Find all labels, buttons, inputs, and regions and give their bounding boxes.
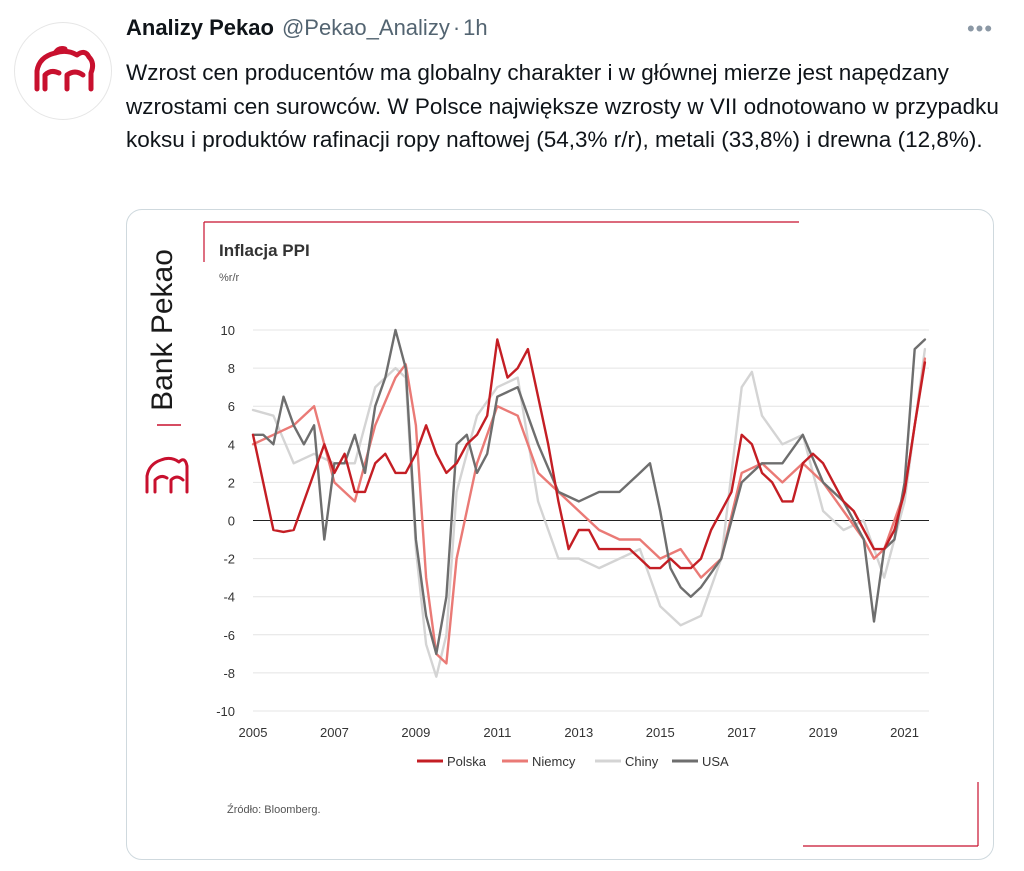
x-tick-label: 2013 — [564, 725, 593, 740]
x-tick-label: 2019 — [809, 725, 838, 740]
y-tick-label: 2 — [228, 475, 235, 490]
legend-label: USA — [702, 754, 729, 769]
series-line-niemcy — [251, 357, 927, 665]
y-tick-label: 4 — [228, 437, 235, 452]
y-tick-label: -10 — [216, 704, 235, 719]
bank-pekao-brand: Bank Pekao — [145, 249, 189, 494]
x-tick-label: 2005 — [239, 725, 268, 740]
series-line-polska — [251, 338, 927, 570]
author-name[interactable]: Analizy Pekao — [126, 15, 274, 40]
y-tick-label: -4 — [223, 590, 235, 605]
x-tick-labels: 2005 2007 2009 2011 2013 2015 2017 2019 2021 — [239, 725, 919, 740]
x-tick-label: 2021 — [890, 725, 919, 740]
legend-item-polska: Polska — [417, 754, 487, 769]
series-line-chiny — [251, 347, 927, 678]
series-lines — [251, 328, 927, 678]
y-tick-label: 10 — [221, 323, 235, 338]
y-tick-label: 0 — [228, 514, 235, 529]
legend-item-usa: USA — [672, 754, 729, 769]
y-tick-label: -8 — [223, 666, 235, 681]
y-tick-label: -2 — [223, 552, 235, 567]
legend-label: Polska — [447, 754, 487, 769]
ppi-chart: Bank Pekao Inflacja PPI %r/r 10 8 6 4 2 0 -2 -4… — [145, 221, 979, 847]
bison-icon — [145, 456, 189, 494]
bison-logo-icon — [34, 46, 96, 92]
tweet-media-chart[interactable]: Bank Pekao Inflacja PPI %r/r 10 8 6 4 2 0 -2 -4… — [126, 209, 994, 860]
x-tick-label: 2009 — [401, 725, 430, 740]
chart-unit: %r/r — [219, 272, 240, 284]
tweet-header: Analizy Pekao @Pekao_Analizy · 1h — [126, 15, 488, 45]
x-tick-label: 2011 — [483, 725, 511, 740]
legend-label: Niemcy — [532, 754, 576, 769]
brand-name: Bank Pekao — [146, 249, 179, 411]
y-tick-label: 6 — [228, 399, 235, 414]
chart-source: Źródło: Bloomberg. — [227, 803, 321, 816]
avatar[interactable] — [14, 22, 112, 120]
chart-title: Inflacja PPI — [219, 241, 310, 260]
y-tick-label: 8 — [228, 361, 235, 376]
more-icon[interactable]: ••• — [966, 16, 994, 41]
x-tick-label: 2017 — [727, 725, 756, 740]
legend-label: Chiny — [625, 754, 659, 769]
legend-item-chiny: Chiny — [595, 754, 659, 769]
legend: Polska Niemcy Chiny USA — [417, 754, 729, 769]
timestamp[interactable]: 1h — [463, 15, 488, 40]
x-tick-label: 2007 — [320, 725, 349, 740]
x-tick-label: 2015 — [646, 725, 675, 740]
y-tick-labels: 10 8 6 4 2 0 -2 -4 -6 -8 -10 — [216, 323, 235, 719]
y-tick-label: -6 — [223, 628, 235, 643]
legend-item-niemcy: Niemcy — [502, 754, 576, 769]
tweet-text: Wzrost cen producentów ma globalny chara… — [126, 60, 999, 152]
author-handle[interactable]: @Pekao_Analizy — [281, 15, 450, 40]
separator: · — [452, 15, 461, 40]
